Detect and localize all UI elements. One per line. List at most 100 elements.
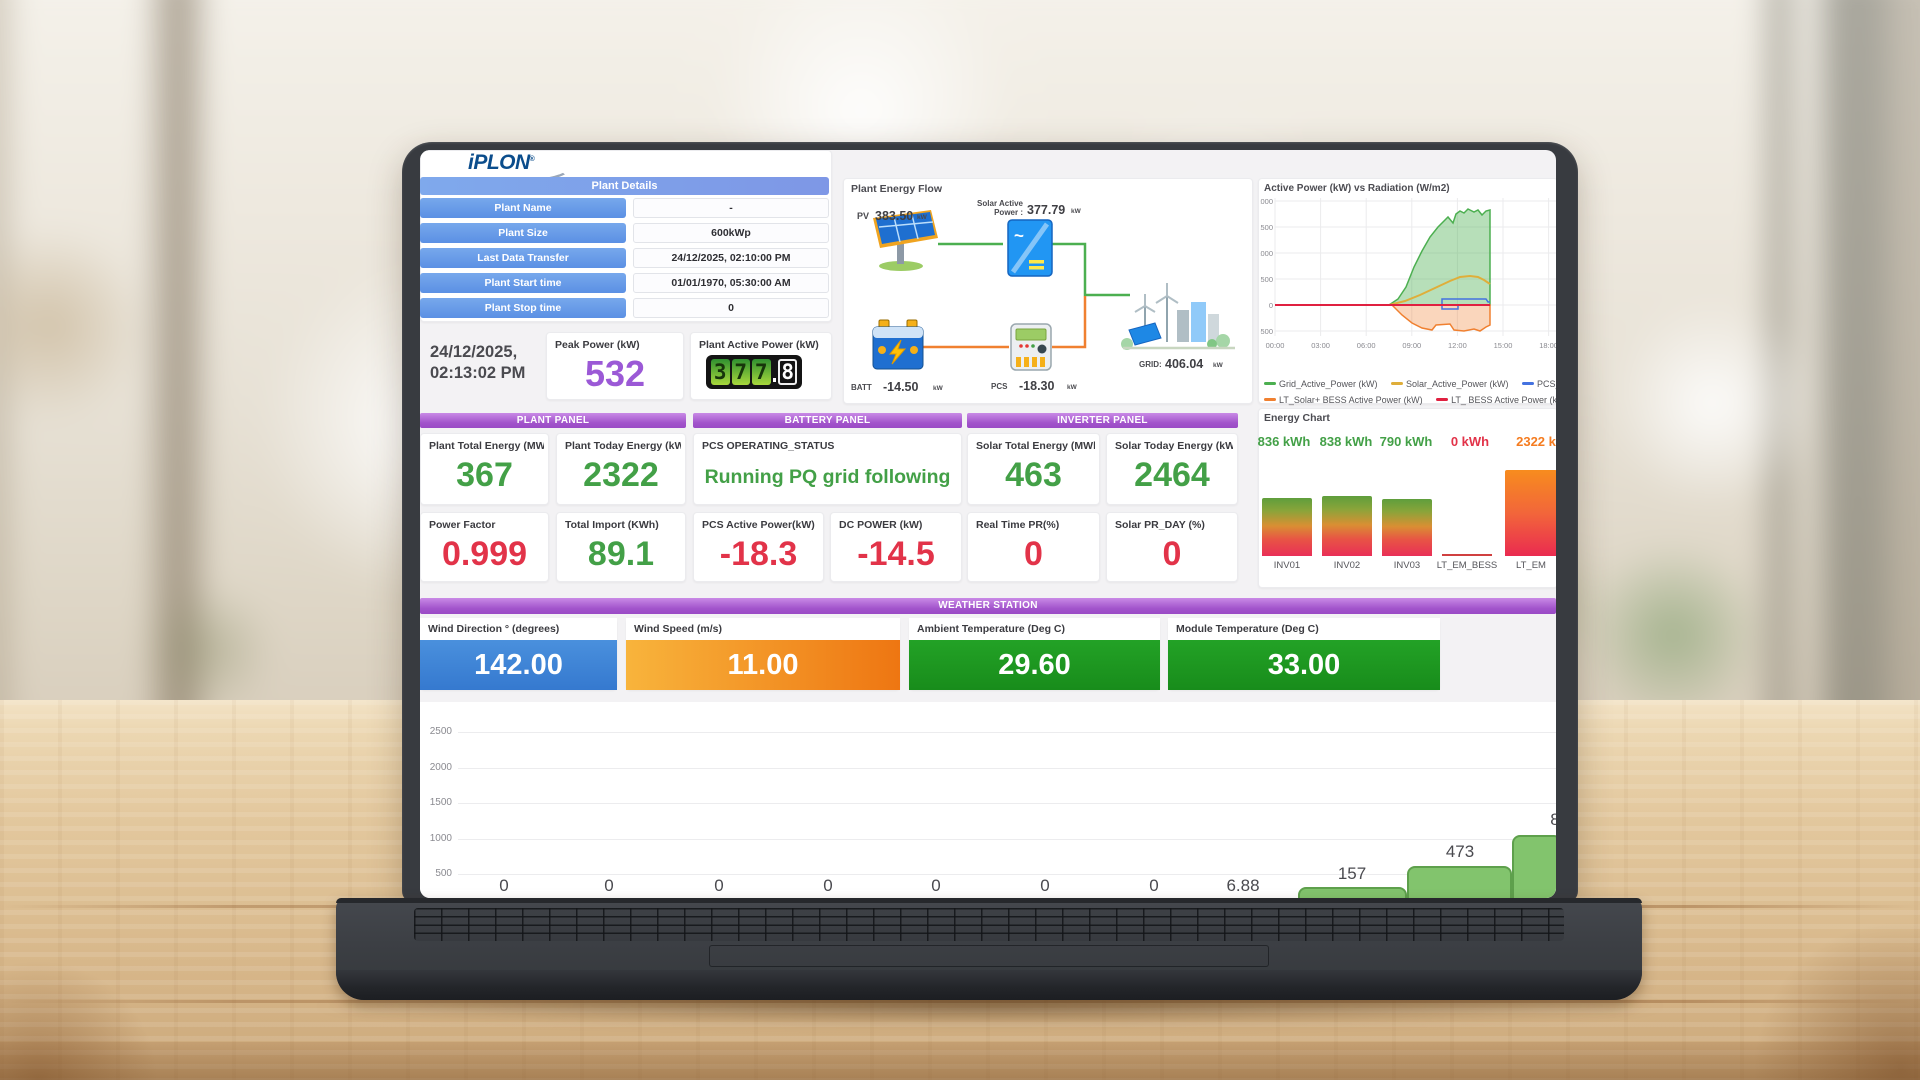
laptop-trackpad[interactable] — [709, 945, 1269, 967]
table-plank-seam — [0, 1000, 1920, 1003]
gridline — [458, 732, 1556, 733]
svg-text:500: 500 — [1260, 275, 1273, 284]
plant-total-energy-card: Plant Total Energy (MWh 367 — [420, 433, 549, 505]
legend-item: LT_Solar+ BESS Active Power (kW) — [1264, 395, 1423, 405]
radiation-chart-card — [1258, 178, 1556, 404]
plant-size-label: Plant Size — [420, 223, 626, 243]
bottom-bar-157 — [1298, 887, 1407, 898]
bottom-bar-label: 0 — [499, 876, 509, 895]
weather-label: Wind Speed (m/s) — [626, 618, 900, 640]
bottom-bar-label: 157 — [1337, 864, 1367, 883]
bottom-bar-label: 0 — [823, 876, 833, 895]
bottom-chart-ytick: 2500 — [429, 726, 452, 737]
plant-active-power-label: Plant Active Power (kW) — [699, 339, 819, 351]
plant-stop-time-value[interactable]: 0 — [633, 298, 829, 318]
current-time: 02:13:02 PM — [430, 364, 526, 382]
radiation-chart-x-labels: 00:00 03:00 06:00 09:00 12:00 15:00 18:0… — [1266, 341, 1556, 350]
energy-bar-bess-zero — [1442, 554, 1492, 556]
radiation-chart-legend-row2: LT_Solar+ BESS Active Power (kW) LT_ BES… — [1264, 388, 1556, 406]
grid-unit: kW — [1213, 362, 1224, 369]
flow-line-inverter-grid — [1052, 242, 1130, 297]
bottom-bar-label: 0 — [931, 876, 941, 895]
solar-active-label-2: Power : — [994, 208, 1023, 217]
peak-power-value: 532 — [584, 353, 646, 394]
energy-cat-inv01: INV01 — [1273, 560, 1301, 571]
energy-bar-inv03 — [1382, 499, 1432, 556]
metric-value: 0 — [1024, 535, 1043, 573]
energy-value-ltem: 2322 k — [1516, 434, 1556, 449]
solar-total-energy-card: Solar Total Energy (MWh 463 — [967, 433, 1100, 505]
svg-text:15:00: 15:00 — [1494, 341, 1513, 350]
svg-text:18:00: 18:00 — [1539, 341, 1556, 350]
energy-value-bess: 0 kWh — [1450, 434, 1490, 449]
legend-swatch — [1264, 398, 1276, 401]
module-temperature-value: 33.00 — [1168, 640, 1440, 690]
plant-stop-time-label: Plant Stop time — [420, 298, 626, 318]
weather-label: Ambient Temperature (Deg C) — [909, 618, 1160, 640]
radiation-chart-plot: 2000 1500 1000 500 0 -500 00:00 03:00 06… — [1260, 197, 1556, 350]
metric-value: 463 — [1005, 456, 1062, 494]
metric-label: Real Time PR(%) — [976, 519, 1060, 531]
pcs-operating-status-value: Running PQ grid following — [704, 466, 951, 488]
energy-flow-diagram: ~ — [851, 199, 1235, 394]
last-data-transfer-label: Last Data Transfer — [420, 248, 626, 268]
plant-name-value[interactable]: - — [633, 198, 829, 218]
svg-text:00:00: 00:00 — [1266, 341, 1285, 350]
svg-text:-500: -500 — [1260, 327, 1273, 336]
bottom-chart-ytick: 1000 — [429, 833, 452, 844]
metric-label: Power Factor — [429, 519, 496, 531]
bottom-chart-ytick: 500 — [435, 868, 452, 879]
seg-digit: 7 — [752, 359, 771, 385]
pcs-active-power-card: PCS Active Power(kW) -18.3 — [693, 512, 824, 582]
laptop-keyboard[interactable] — [414, 908, 1564, 941]
metric-label: Plant Today Energy (kWh — [565, 440, 681, 452]
svg-text:03:00: 03:00 — [1311, 341, 1330, 350]
plant-today-energy-card: Plant Today Energy (kWh 2322 — [556, 433, 686, 505]
wind-direction-card: Wind Direction ° (degrees) 142.00 — [420, 618, 617, 690]
table-front-edge — [0, 1042, 1920, 1080]
inverter-panel-header: INVERTER PANEL — [967, 413, 1238, 428]
metric-label: Plant Total Energy (MWh — [429, 440, 544, 452]
plant-panel-header: PLANT PANEL — [420, 413, 686, 428]
legend-label: LT_Solar+ BESS Active Power (kW) — [1279, 394, 1423, 405]
seg-decimal-point — [772, 378, 777, 382]
bottom-bar-label: 0 — [1149, 876, 1159, 895]
svg-text:2000: 2000 — [1260, 197, 1273, 206]
pcs-unit: kW — [1067, 384, 1078, 391]
metric-label: Solar Total Energy (MWh — [976, 440, 1095, 452]
total-import-card: Total Import (KWh) 89.1 — [556, 512, 686, 582]
plant-start-time-value[interactable]: 01/01/1970, 05:30:00 AM — [633, 273, 829, 293]
bottom-bar-label-partial: 8 — [1550, 810, 1556, 829]
metric-value: -18.3 — [719, 535, 798, 573]
legend-swatch — [1521, 382, 1534, 385]
peak-power-label: Peak Power (kW) — [555, 339, 640, 351]
pcs-value: -18.30 — [1019, 379, 1054, 393]
power-factor-card: Power Factor 0.999 — [420, 512, 549, 582]
pcs-meter-icon — [1010, 323, 1052, 371]
pcs-operating-status-card: PCS OPERATING_STATUS Running PQ grid fol… — [693, 433, 962, 505]
pcs-label: PCS — [991, 382, 1008, 391]
metric-value: -14.5 — [857, 535, 935, 573]
current-datetime: 24/12/2025, 02:13:02 PM — [430, 342, 555, 384]
battery-icon — [872, 319, 924, 370]
plant-name-label: Plant Name — [420, 198, 626, 218]
energy-cat-ltem: LT_EM — [1516, 560, 1546, 571]
solar-pr-day-card: Solar PR_DAY (%) 0 — [1106, 512, 1238, 582]
module-temperature-card: Module Temperature (Deg C) 33.00 — [1168, 618, 1440, 690]
weather-station-header: WEATHER STATION — [420, 598, 1556, 614]
gridline — [458, 874, 1556, 875]
real-time-pr-card: Real Time PR(%) 0 — [967, 512, 1100, 582]
bottom-bar-label: 0 — [604, 876, 614, 895]
wind-speed-card: Wind Speed (m/s) 11.00 — [626, 618, 900, 690]
solar-panel-icon — [873, 210, 938, 271]
pv-label: PV — [857, 211, 869, 221]
plant-size-value[interactable]: 600kWp — [633, 223, 829, 243]
pcs-battery-line — [1441, 298, 1490, 310]
bottom-chart-ytick: 2000 — [429, 762, 452, 773]
seg-digit: 3 — [711, 359, 730, 385]
legend-item: PCS_Battery_Active Power (kW) — [1521, 379, 1556, 389]
last-data-transfer-value[interactable]: 24/12/2025, 02:10:00 PM — [633, 248, 829, 268]
legend-item: Grid_Active_Power (kW) — [1264, 379, 1378, 389]
radiation-chart-title: Active Power (kW) vs Radiation (W/m2) — [1264, 183, 1450, 194]
